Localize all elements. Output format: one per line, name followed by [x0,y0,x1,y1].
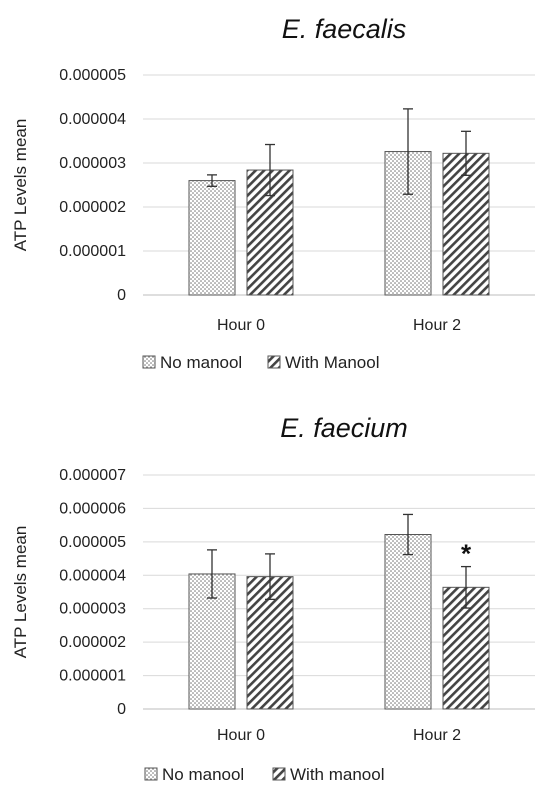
significance-marker: * [461,539,472,569]
y-tick-label: 0.000005 [59,67,126,84]
legend-label: With Manool [285,353,379,372]
y-tick-label: 0 [117,287,126,304]
y-tick-label: 0.000005 [59,534,126,551]
bar [384,534,432,710]
y-tick-label: 0.000002 [59,199,126,216]
legend-label: With manool [290,765,384,784]
y-tick-label: 0.000004 [59,111,126,128]
legend-label: No manool [160,353,242,372]
x-tick-label: Hour 0 [217,317,265,334]
y-tick-label: 0.000001 [59,243,126,260]
legend-swatch [144,767,158,781]
bar [442,152,490,296]
y-tick-label: 0.000002 [59,634,126,651]
y-tick-label: 0.000007 [59,467,126,484]
y-tick-label: 0 [117,701,126,718]
legend-label: No manool [162,765,244,784]
x-tick-label: Hour 2 [413,317,461,334]
bar [188,180,236,296]
bar [442,586,490,710]
y-tick-label: 0.000001 [59,668,126,685]
chart-title: E. faecium [280,413,408,443]
legend-swatch [267,355,281,369]
legend-swatch [142,355,156,369]
y-axis-label: ATP Levels mean [11,119,30,252]
legend-swatch [272,767,286,781]
chart-title: E. faecalis [282,14,407,44]
y-tick-label: 0.000003 [59,155,126,172]
chart-panel: E. faecium ATP Levels mean 0 0.000001 0.0000… [11,413,535,784]
chart-panel: E. faecalis ATP Levels mean 0 0.000001 0.000… [11,14,535,372]
x-tick-label: Hour 2 [413,727,461,744]
y-tick-label: 0.000003 [59,601,126,618]
y-tick-label: 0.000004 [59,567,126,584]
y-tick-label: 0.000006 [59,500,126,517]
y-axis-label: ATP Levels mean [11,526,30,659]
x-tick-label: Hour 0 [217,727,265,744]
